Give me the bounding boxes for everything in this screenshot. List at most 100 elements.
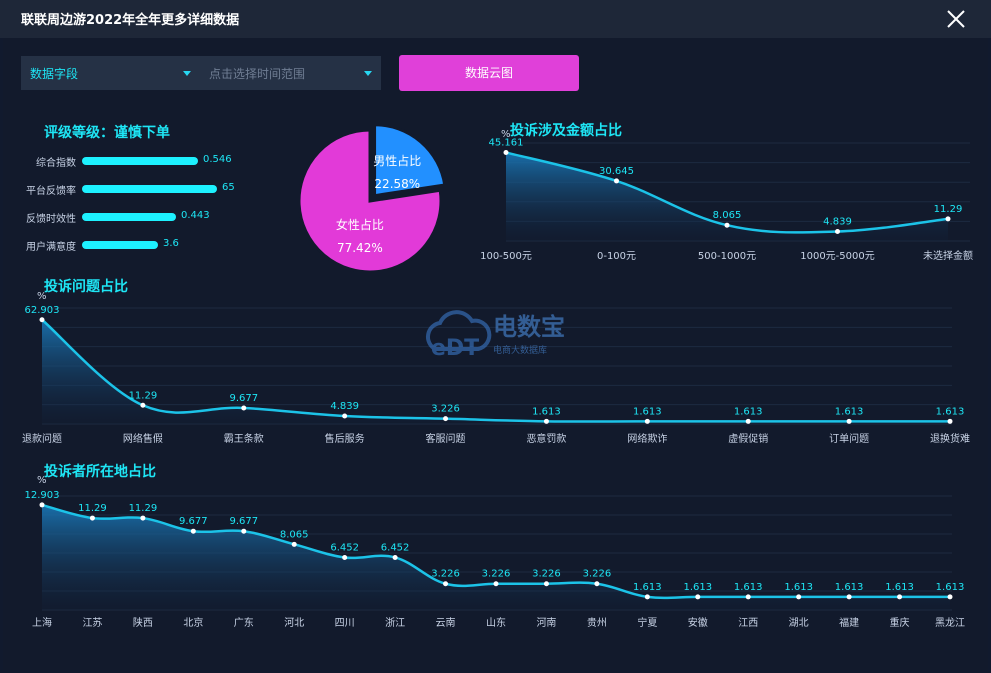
data-label: 1.613 bbox=[532, 406, 561, 417]
data-point bbox=[945, 216, 951, 222]
x-tick-label: 山东 bbox=[486, 616, 506, 629]
data-label: 1.613 bbox=[835, 406, 864, 417]
rating-bar bbox=[82, 213, 176, 221]
pie-slice-label: 女性占比 bbox=[336, 217, 384, 232]
rating-value: 0.546 bbox=[203, 154, 232, 165]
watermark-name: 电数宝 bbox=[493, 313, 565, 341]
rating-value: 65 bbox=[222, 182, 235, 193]
watermark-subtitle: 电商大数据库 bbox=[493, 344, 547, 356]
data-point bbox=[140, 402, 146, 408]
chevron-down-icon bbox=[364, 71, 372, 76]
y-axis-unit: % bbox=[501, 129, 511, 140]
data-point bbox=[644, 418, 650, 424]
x-tick-label: 浙江 bbox=[385, 617, 405, 629]
data-point bbox=[291, 541, 297, 547]
y-axis-unit: % bbox=[37, 475, 47, 486]
data-label: 30.645 bbox=[599, 166, 634, 177]
x-tick-label: 重庆 bbox=[890, 616, 910, 629]
x-tick-label: 福建 bbox=[839, 616, 859, 629]
data-point bbox=[543, 418, 549, 424]
rating-value: 0.443 bbox=[181, 210, 210, 221]
data-cloud-button[interactable]: 数据云图 bbox=[399, 55, 579, 91]
data-point bbox=[695, 594, 701, 600]
x-tick-label: 广东 bbox=[234, 616, 254, 629]
rating-value: 3.6 bbox=[163, 238, 179, 249]
x-tick-label: 宁夏 bbox=[637, 616, 657, 629]
x-tick-label: 退换货难 bbox=[930, 432, 970, 445]
x-tick-label: 北京 bbox=[183, 616, 203, 629]
data-label: 1.613 bbox=[885, 582, 914, 593]
time-range-select[interactable]: 点击选择时间范围 bbox=[200, 56, 381, 90]
data-point bbox=[89, 515, 95, 521]
data-label: 1.613 bbox=[734, 582, 763, 593]
data-point bbox=[493, 581, 499, 587]
data-point bbox=[39, 317, 45, 323]
data-label: 8.065 bbox=[280, 529, 309, 540]
x-tick-label: 霸王条款 bbox=[224, 432, 264, 445]
data-point bbox=[392, 554, 398, 560]
x-tick-label: 江西 bbox=[738, 617, 758, 629]
x-tick-label: 陕西 bbox=[133, 616, 153, 629]
x-tick-label: 500-1000元 bbox=[698, 251, 756, 262]
data-label: 3.226 bbox=[431, 569, 460, 580]
data-label: 9.677 bbox=[229, 516, 258, 527]
pie-slice bbox=[373, 123, 447, 198]
data-point bbox=[241, 405, 247, 411]
data-point bbox=[190, 528, 196, 534]
data-label: 3.226 bbox=[482, 569, 511, 580]
area-fill bbox=[42, 504, 950, 610]
data-label: 4.839 bbox=[823, 217, 852, 228]
data-label: 1.613 bbox=[734, 406, 763, 417]
location-chart: 投诉者所在地占比% 12.903 上海 11.29 江苏 11.29 陕西 9.677 北京 9.… bbox=[25, 463, 966, 629]
data-label: 1.613 bbox=[633, 582, 662, 593]
x-tick-label: 0-100元 bbox=[597, 251, 636, 262]
data-point bbox=[897, 594, 903, 600]
rating-bar bbox=[82, 241, 158, 249]
data-point bbox=[846, 594, 852, 600]
pie-slice-label: 男性占比 bbox=[373, 153, 421, 168]
series-line bbox=[41, 318, 950, 423]
data-label: 9.677 bbox=[179, 516, 208, 527]
chart-title: 投诉问题占比 bbox=[44, 278, 128, 295]
x-tick-label: 1000元-5000元 bbox=[800, 251, 875, 262]
data-label: 6.452 bbox=[381, 542, 410, 553]
data-point bbox=[342, 413, 348, 419]
data-label: 4.839 bbox=[330, 401, 359, 412]
field-select[interactable]: 数据字段 bbox=[21, 56, 200, 90]
x-tick-label: 河南 bbox=[536, 616, 556, 629]
data-point bbox=[140, 515, 146, 521]
data-label: 6.452 bbox=[330, 542, 359, 553]
data-point bbox=[724, 222, 730, 228]
data-point bbox=[241, 528, 247, 534]
data-point bbox=[947, 594, 953, 600]
watermark-logo-text: eDT bbox=[431, 336, 479, 361]
data-point bbox=[745, 418, 751, 424]
gender-pie-chart: 男性占比 22.58% 女性占比 77.42% bbox=[297, 123, 447, 274]
x-tick-label: 虚假促销 bbox=[728, 432, 768, 445]
x-tick-label: 贵州 bbox=[587, 616, 607, 629]
close-icon[interactable] bbox=[943, 6, 969, 32]
data-label: 1.613 bbox=[784, 582, 813, 593]
data-label: 1.613 bbox=[633, 406, 662, 417]
data-point bbox=[796, 594, 802, 600]
pie-slice-value: 22.58% bbox=[374, 177, 420, 191]
x-tick-label: 江苏 bbox=[82, 616, 102, 629]
data-label: 1.613 bbox=[936, 582, 965, 593]
data-label: 1.613 bbox=[936, 406, 965, 417]
x-tick-label: 湖北 bbox=[789, 617, 809, 629]
data-label: 45.161 bbox=[489, 137, 524, 148]
data-point bbox=[594, 581, 600, 587]
y-axis-unit: % bbox=[37, 291, 47, 302]
chart-title: 投诉涉及金额占比 bbox=[510, 122, 622, 139]
x-tick-label: 恶意罚款 bbox=[526, 432, 566, 445]
data-point bbox=[39, 502, 45, 508]
rating-label: 综合指数 bbox=[36, 158, 76, 169]
x-tick-label: 安徽 bbox=[688, 616, 708, 629]
data-label: 3.226 bbox=[431, 404, 460, 415]
x-tick-label: 河北 bbox=[284, 617, 304, 629]
x-tick-label: 订单问题 bbox=[829, 432, 869, 445]
x-tick-label: 云南 bbox=[436, 616, 456, 629]
data-label: 11.29 bbox=[129, 390, 158, 401]
data-point bbox=[614, 178, 619, 184]
data-label: 11.29 bbox=[934, 204, 963, 215]
